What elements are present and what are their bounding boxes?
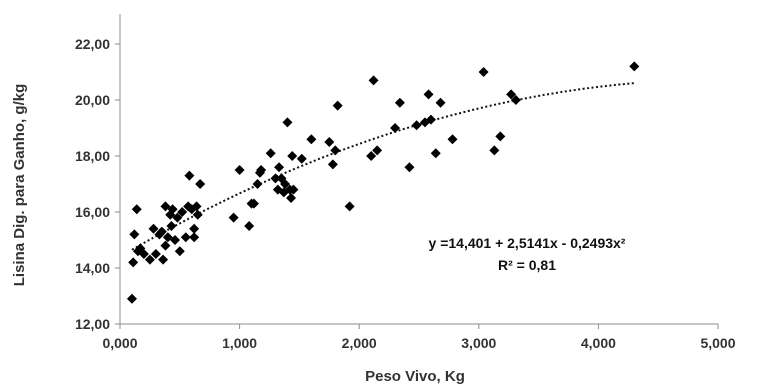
x-axis: 0,000 1,000 2,000 3,000 4,000 5,000 [102,323,736,351]
data-point [344,201,355,212]
trendline [131,82,635,251]
data-point [404,162,415,173]
y-axis: 12,00 14,00 16,00 18,00 20,00 22,00 [75,14,121,332]
trendline-equation: y =14,401 + 2,5141x - 0,2493x² [429,235,626,251]
trendline-curve [131,82,635,251]
data-point [129,229,140,240]
x-axis-title: Peso Vivo, Kg [365,368,465,385]
x-tick-label: 2,000 [342,335,377,351]
data-points [126,61,640,304]
data-point [180,232,191,243]
data-point [174,246,185,257]
data-point [306,134,317,145]
data-point [128,257,139,268]
data-point [195,179,206,189]
data-point [138,249,149,259]
x-tick-label: 3,000 [461,335,496,351]
data-point [366,151,377,161]
data-point [372,145,383,156]
data-point [184,170,195,181]
x-tick-label: 1,000 [222,335,257,351]
data-point [158,254,169,265]
data-point [234,165,245,175]
data-point [332,100,343,111]
data-point [288,184,299,195]
y-axis-title: Lisina Dig. para Ganho, g/kg [11,84,28,287]
data-point [150,249,161,259]
y-tick-label: 14,00 [75,260,110,276]
data-point [423,89,434,100]
data-point [189,223,200,234]
data-point [265,148,276,159]
y-tick-label: 20,00 [75,92,110,108]
x-tick-label: 4,000 [581,335,616,351]
data-point [191,201,202,212]
data-point [160,240,171,251]
data-point [282,117,293,128]
data-point [286,193,297,203]
x-tick-label: 5,000 [700,335,735,351]
y-tick-label: 18,00 [75,148,110,164]
data-point [510,95,521,105]
x-tick-label: 0,000 [102,335,137,351]
data-point [166,221,177,231]
data-point [248,198,259,209]
y-tick-label: 22,00 [75,36,110,52]
data-point [447,134,458,145]
data-point [287,151,298,161]
y-tick-label: 16,00 [75,204,110,220]
data-point [489,145,500,156]
data-point [167,204,178,215]
data-point [629,61,640,72]
data-point [394,97,405,108]
data-point [172,212,183,223]
data-point [478,67,489,77]
data-point [430,148,441,159]
data-point [327,159,338,170]
data-point [506,89,517,100]
data-point [425,114,436,125]
data-point [252,179,263,189]
data-point [411,120,422,131]
data-point [330,145,341,156]
r-squared-label: R² = 0,81 [498,257,556,273]
data-point [192,209,203,220]
data-point [131,204,142,215]
data-point [244,221,255,231]
data-point [189,232,200,243]
data-point [256,165,267,175]
data-point [435,97,446,108]
data-point [324,137,335,147]
data-point [270,173,281,184]
data-point [144,254,155,265]
data-point [148,223,159,234]
data-point [170,235,181,245]
y-tick-label: 12,00 [75,316,110,332]
data-point [495,131,506,142]
data-point [126,293,137,304]
data-point [228,212,239,223]
data-point [296,153,307,164]
data-point [390,123,401,133]
data-point [156,226,167,237]
data-point [368,75,379,86]
data-point [280,179,291,189]
data-point [177,207,188,217]
data-point [274,162,285,173]
